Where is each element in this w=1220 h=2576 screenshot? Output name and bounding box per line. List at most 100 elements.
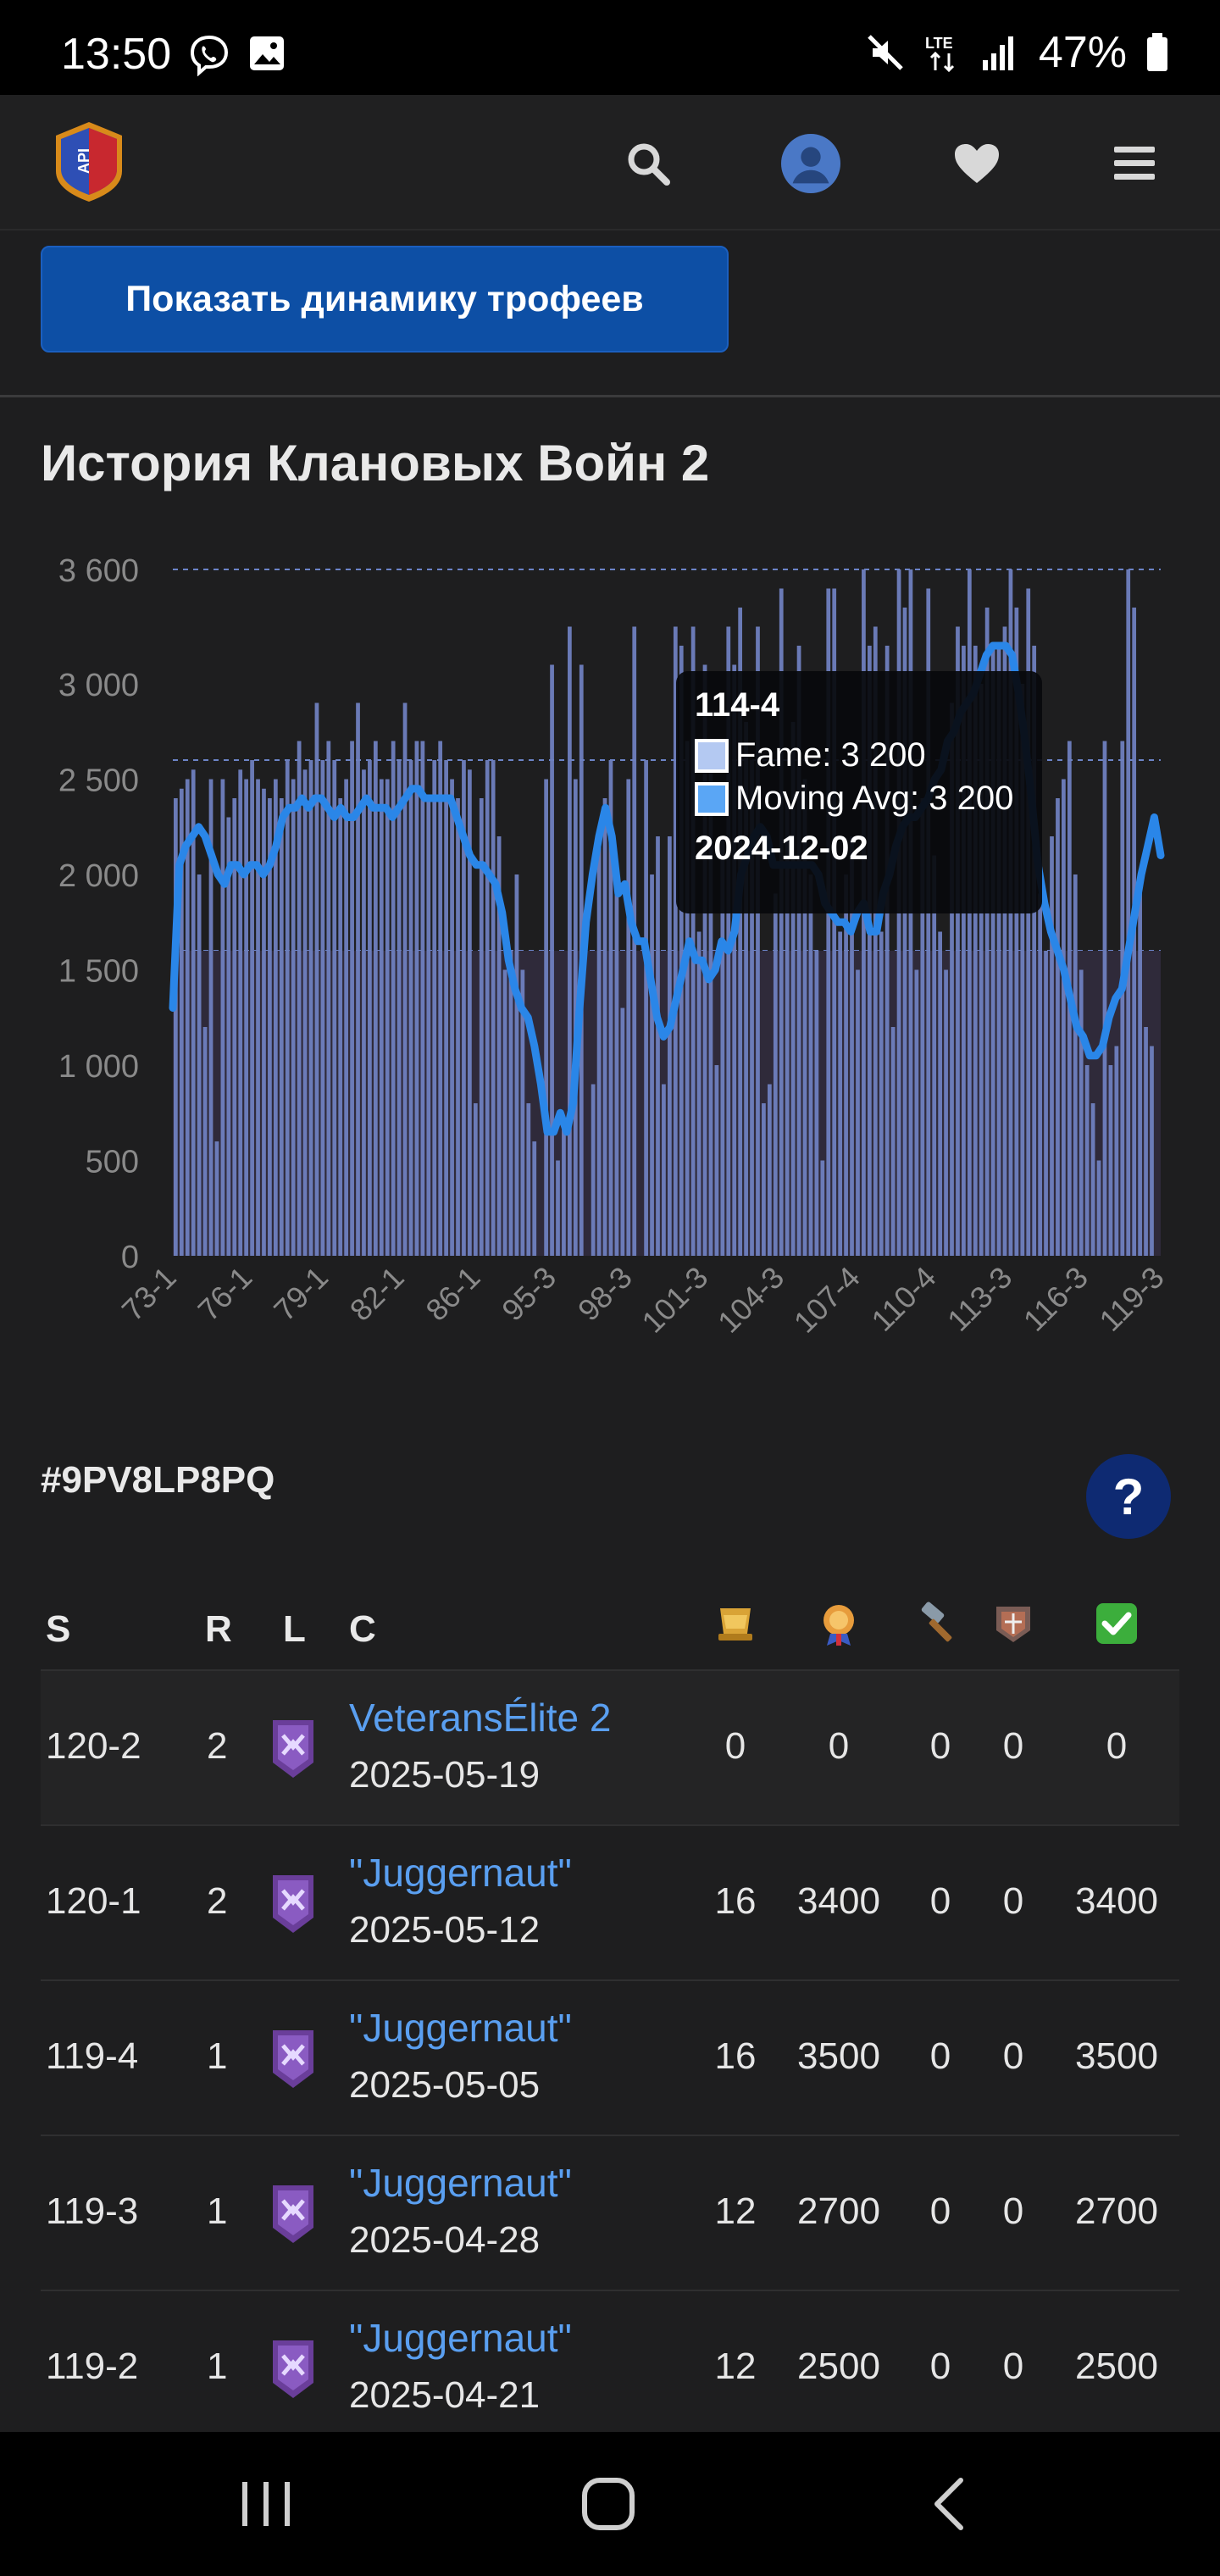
- fame-bar: [873, 626, 878, 1256]
- fame-bar: [202, 1027, 208, 1256]
- table-row[interactable]: 120-1 2 "Juggernaut" 2025-05-12 16 3400 …: [41, 1826, 1179, 1981]
- hamburger-icon: [1114, 147, 1155, 180]
- fame-bar: [673, 626, 678, 1256]
- fame-bar: [214, 1141, 219, 1256]
- fame-bar: [356, 702, 360, 1256]
- fame-bar: [1090, 1103, 1095, 1256]
- section-title: История Клановых Войн 2: [41, 435, 710, 491]
- home-button[interactable]: [566, 2466, 651, 2542]
- fame-bar: [1014, 608, 1019, 1256]
- chart-tooltip: 114-4 Fame: 3 200 Moving Avg: 3 200 2024…: [676, 671, 1042, 913]
- fame-bar: [979, 684, 984, 1256]
- fame-bar: [385, 779, 390, 1256]
- fame-bar: [496, 836, 502, 1256]
- moving-avg-line: [169, 641, 1165, 1136]
- check-icon[interactable]: [1093, 1600, 1140, 1647]
- fame-bar: [696, 931, 702, 1256]
- fame-bar: [596, 836, 602, 1256]
- header-rank[interactable]: R: [205, 1608, 232, 1650]
- menu-button[interactable]: [1105, 134, 1164, 193]
- gallery-icon: [250, 36, 284, 70]
- fame-bar: [562, 1122, 566, 1256]
- fame-bar: [426, 798, 431, 1256]
- system-icons: LTE 47%: [866, 27, 1169, 78]
- fame-bar: [1084, 1065, 1090, 1256]
- fame-bar: [308, 760, 313, 1256]
- hammer-icon[interactable]: [917, 1600, 964, 1647]
- back-button[interactable]: [907, 2466, 991, 2542]
- fame-bar: [650, 874, 654, 1256]
- fame-bar: [767, 1084, 772, 1256]
- y-tick-label: 2 000: [58, 858, 139, 894]
- header-season[interactable]: S: [46, 1608, 71, 1650]
- tooltip-title: 114-4: [695, 686, 780, 724]
- clan-link[interactable]: "Juggernaut": [349, 2006, 572, 2050]
- cell-rank: 1: [207, 2190, 228, 2232]
- x-tick-label: 119-3: [1092, 1260, 1170, 1338]
- cell-rank: 2: [207, 1880, 228, 1922]
- site-logo[interactable]: API: [53, 120, 125, 203]
- fame-bar: [438, 741, 443, 1256]
- help-button[interactable]: ?: [1086, 1454, 1171, 1539]
- medal-icon[interactable]: [815, 1600, 862, 1647]
- search-button[interactable]: [618, 134, 678, 193]
- table-row[interactable]: 119-4 1 "Juggernaut" 2025-05-05 16 3500 …: [41, 1981, 1179, 2136]
- cell-trophies: 16: [714, 1880, 757, 1922]
- svg-text:API: API: [75, 148, 92, 174]
- profile-button[interactable]: [781, 134, 840, 193]
- cell-fame: 2500: [797, 2346, 880, 2387]
- fame-bar: [379, 779, 384, 1256]
- heart-icon: [955, 144, 999, 183]
- avatar-icon: [781, 134, 840, 193]
- clan-link[interactable]: VeteransÉlite 2: [349, 1696, 612, 1740]
- fame-bar: [273, 779, 278, 1256]
- fame-bar: [1020, 684, 1025, 1256]
- clan-link[interactable]: "Juggernaut": [349, 2161, 572, 2205]
- fame-bar: [314, 702, 319, 1256]
- fame-bar: [902, 608, 907, 1256]
- low-band: [173, 951, 1161, 1256]
- fame-bar: [956, 626, 960, 1256]
- table-row[interactable]: 119-2 1 "Juggernaut" 2025-04-21 12 2500 …: [41, 2291, 1179, 2446]
- league-badge-icon: [273, 1875, 313, 1933]
- battery-icon: [1147, 33, 1167, 71]
- show-trophy-dynamics-button[interactable]: Показать динамику трофеев: [41, 246, 729, 353]
- cell-rank: 2: [207, 1725, 228, 1767]
- header-league[interactable]: L: [283, 1608, 306, 1650]
- fame-bar: [197, 874, 202, 1256]
- header-clan[interactable]: C: [349, 1608, 376, 1650]
- fame-bar: [826, 588, 831, 1256]
- fame-bar: [420, 741, 425, 1256]
- y-tick-label: 0: [121, 1240, 139, 1275]
- fame-bar: [226, 817, 231, 1256]
- y-tick-label: 1 500: [58, 954, 139, 990]
- table-row[interactable]: 120-2 2 VeteransÉlite 2 2025-05-19 0 0 0…: [41, 1671, 1179, 1826]
- boat-icon[interactable]: [990, 1600, 1037, 1647]
- clan-war-chart[interactable]: 3 600 3 000 2 500 2 000 1 500 1 000 500 0 73-1 76…: [0, 534, 1220, 1381]
- x-tick-label: 76-1: [191, 1260, 258, 1328]
- fame-bar: [714, 1065, 719, 1256]
- fame-bar: [568, 626, 572, 1256]
- avg-swatch: [695, 781, 729, 816]
- app-header: API: [0, 95, 1220, 230]
- tooltip-avg-row: Moving Avg: 3 200: [695, 780, 1023, 818]
- favorites-button[interactable]: [947, 134, 1006, 193]
- cell-repair: 0: [929, 2346, 951, 2387]
- fame-bar: [890, 1027, 896, 1256]
- fame-bar: [302, 769, 308, 1256]
- cell-fame: 3400: [797, 1880, 880, 1922]
- x-tick-label: 110-4: [864, 1260, 942, 1338]
- fame-bar: [297, 741, 302, 1256]
- cell-rank: 1: [207, 2346, 228, 2387]
- trophy-icon[interactable]: [712, 1600, 759, 1647]
- clan-link[interactable]: "Juggernaut": [349, 2316, 572, 2360]
- cell-trophies: 12: [714, 2346, 757, 2387]
- signal-icon: [982, 36, 1013, 70]
- clan-link[interactable]: "Juggernaut": [349, 1851, 572, 1895]
- fame-bar: [414, 741, 419, 1256]
- recent-apps-button[interactable]: [224, 2466, 308, 2542]
- fame-bar: [838, 931, 843, 1256]
- table-row[interactable]: 119-3 1 "Juggernaut" 2025-04-28 12 2700 …: [41, 2136, 1179, 2291]
- cell-fame: 2700: [797, 2190, 880, 2232]
